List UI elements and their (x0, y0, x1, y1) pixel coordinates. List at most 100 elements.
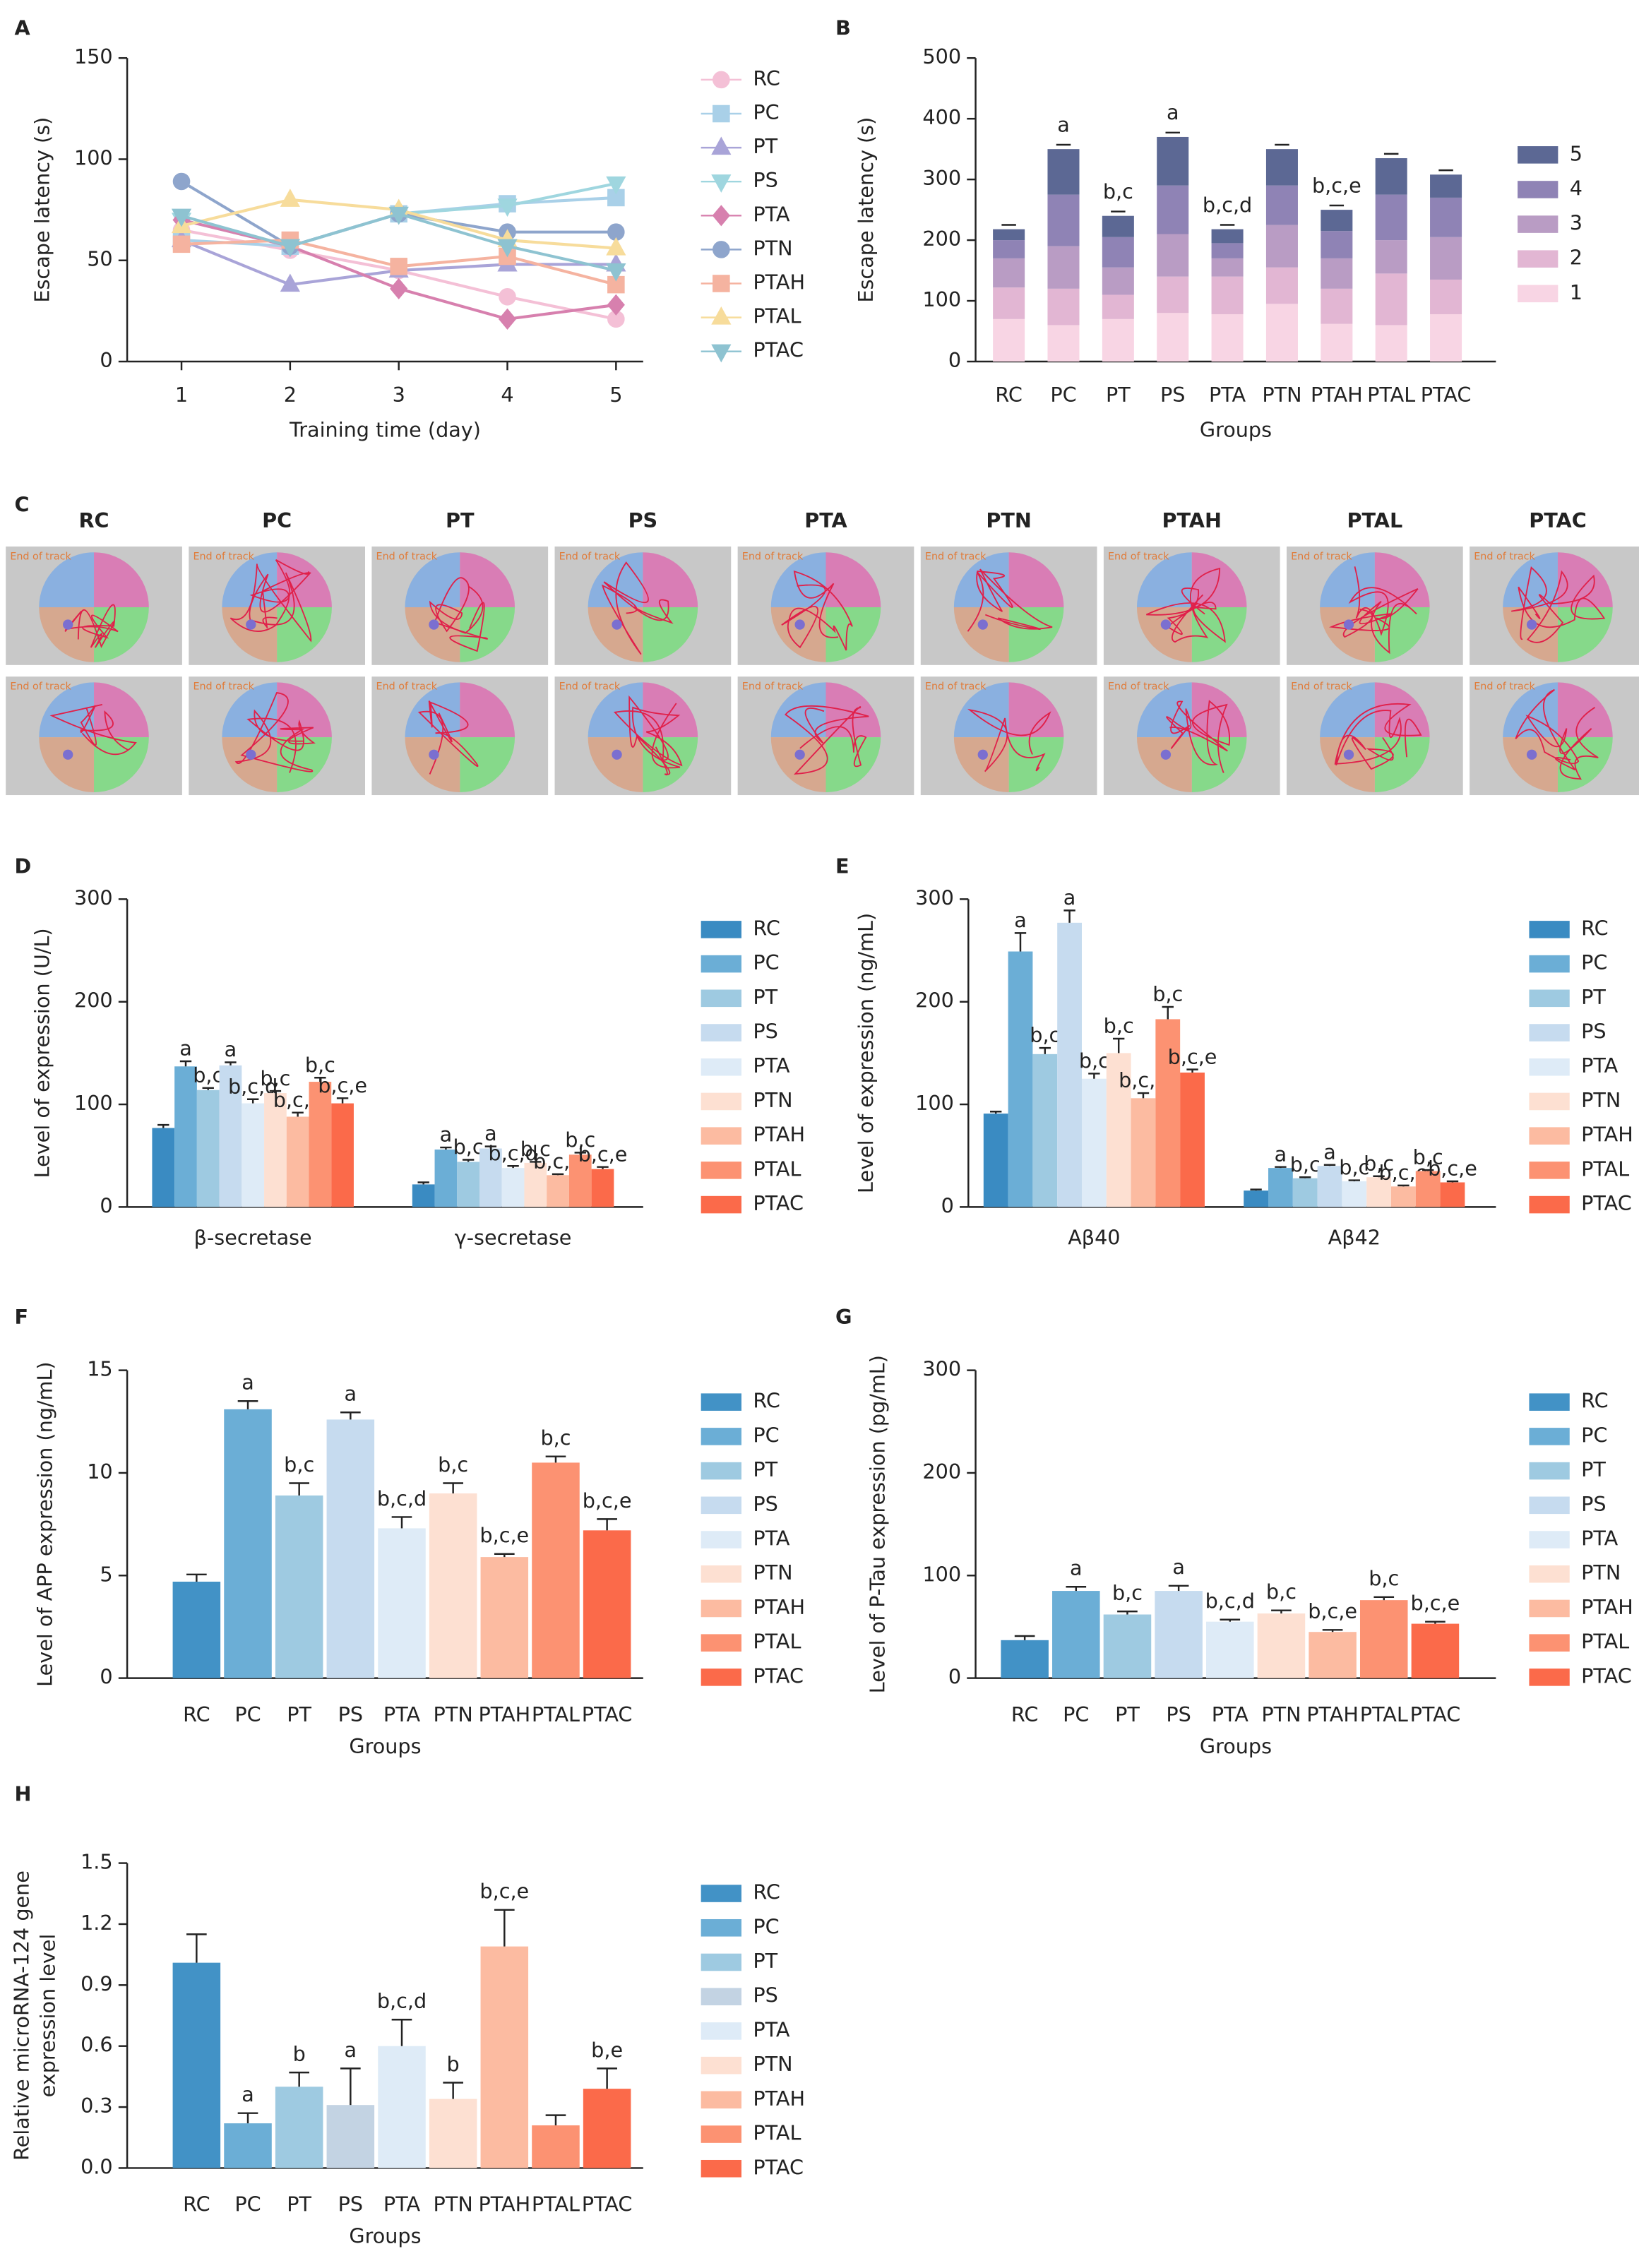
maze-quadrant (222, 737, 278, 792)
bar (1359, 1600, 1408, 1678)
value-annotation: b (293, 2042, 306, 2066)
value-annotation: b,c (1112, 1581, 1143, 1605)
track-label: End of track (376, 681, 438, 693)
bar-segment (1102, 237, 1134, 268)
y-tick-label: 0 (100, 1193, 112, 1217)
track-label: End of track (742, 681, 804, 693)
bar (501, 1168, 525, 1207)
bar-segment (1047, 246, 1080, 289)
legend-label: PTN (1581, 1088, 1621, 1112)
value-annotation: b,c (1030, 1023, 1060, 1047)
legend-swatch (1529, 1162, 1570, 1179)
bar (1106, 1053, 1131, 1207)
legend-label: 3 (1570, 211, 1583, 235)
panel-label: F (14, 1305, 28, 1329)
y-tick-label: 100 (915, 1091, 954, 1115)
value-annotation: a (242, 2082, 254, 2106)
maze-quadrant (405, 607, 460, 662)
value-annotation: a (345, 1382, 357, 1406)
panel-label: C (14, 493, 29, 517)
x-tick-label: PTA (383, 2192, 421, 2216)
legend-label: PTN (753, 1560, 792, 1584)
legend-label: 4 (1570, 176, 1583, 200)
value-annotation: b,c,e (1312, 173, 1361, 197)
value-annotation: b,c (284, 1452, 314, 1476)
value-annotation: b,c (438, 1452, 468, 1476)
bar-segment (1430, 197, 1462, 237)
x-tick-label: PTAC (1410, 1702, 1461, 1726)
x-tick-label: PS (338, 1702, 363, 1726)
swim-track (614, 695, 683, 776)
x-tick-label: PTN (1261, 1702, 1301, 1726)
maze-quadrant (405, 682, 460, 738)
panel-label: A (14, 16, 30, 40)
maze-quadrant (1191, 607, 1247, 662)
marker (390, 277, 408, 299)
y-axis-label: Level of expression (ng/mL) (854, 913, 878, 1193)
bar-segment (1321, 258, 1353, 289)
x-tick-label: 2 (284, 383, 297, 407)
legend-label: PTAC (753, 338, 804, 362)
bar (1440, 1182, 1465, 1207)
marker (498, 308, 517, 330)
platform (1160, 619, 1172, 630)
y-tick-label: 200 (74, 989, 113, 1013)
value-annotation: b,c (1369, 1566, 1399, 1590)
value-annotation: b,e (591, 2038, 623, 2062)
platform (429, 749, 439, 760)
x-tick-label: PTAL (532, 2192, 580, 2216)
bar (1081, 1078, 1107, 1207)
y-tick-label: 0 (948, 348, 961, 372)
maze-quadrant (277, 682, 332, 738)
value-annotation: a (1275, 1142, 1287, 1166)
maze-quadrant (460, 607, 515, 662)
legend-swatch (1529, 1496, 1570, 1515)
legend-swatch (1529, 1393, 1570, 1411)
swim-track (1329, 566, 1419, 655)
bar (286, 1116, 309, 1207)
legend-label: PTAH (1581, 1595, 1633, 1619)
maze-quadrant (953, 682, 1009, 738)
legend-swatch (1529, 1599, 1570, 1618)
value-annotation: a (345, 2038, 357, 2062)
value-annotation: b,c (1290, 1152, 1321, 1176)
maze-quadrant (643, 552, 698, 607)
bar-segment (1265, 267, 1298, 304)
legend-swatch (701, 1428, 741, 1445)
legend-label: 1 (1570, 280, 1583, 304)
x-tick-label: PTN (1262, 383, 1301, 407)
marker (497, 198, 518, 217)
legend-swatch (1529, 1058, 1570, 1076)
marker (388, 206, 409, 225)
track-label: End of track (742, 551, 804, 562)
track-label: End of track (559, 681, 621, 693)
swim-track (234, 692, 316, 773)
panel-label: D (14, 854, 31, 878)
x-tick-label: PT (287, 2192, 311, 2216)
maze-quadrant (460, 737, 515, 792)
x-tick-label: 1 (175, 383, 188, 407)
bar-segment (993, 287, 1025, 319)
legend-swatch (701, 1885, 741, 1902)
legend-swatch (701, 1393, 741, 1411)
legend-label: PS (1581, 1020, 1606, 1044)
bar (583, 2089, 631, 2168)
x-tick-label: PTAH (1306, 1702, 1359, 1726)
track-label: End of track (925, 681, 987, 693)
x-tick-label: 3 (393, 383, 405, 407)
y-tick-label: 0.9 (81, 1971, 113, 1995)
maze-quadrant (1191, 737, 1247, 792)
x-axis-label: Groups (349, 2224, 421, 2248)
track-label: End of track (193, 681, 254, 693)
value-annotation: b,c,e (1168, 1044, 1217, 1068)
legend-swatch (701, 1496, 741, 1515)
value-annotation: b (447, 2052, 460, 2076)
value-annotation: a (1063, 885, 1076, 909)
bar (479, 1148, 502, 1207)
track-label: End of track (1474, 551, 1535, 562)
panel-label: G (835, 1305, 852, 1329)
value-annotation: a (242, 1371, 254, 1395)
y-tick-label: 0 (100, 1665, 112, 1689)
group-label: PTN (986, 508, 1032, 532)
legend-swatch (701, 2056, 741, 2075)
